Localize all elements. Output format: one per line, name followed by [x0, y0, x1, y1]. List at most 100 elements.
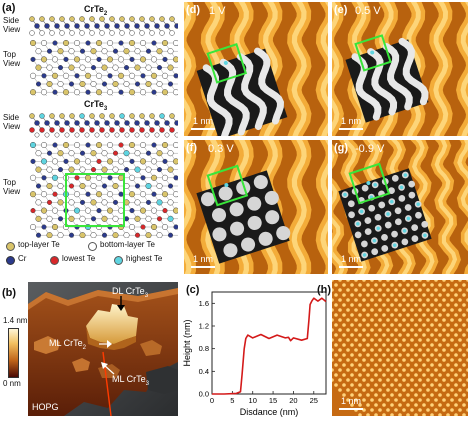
- atom: [101, 150, 108, 157]
- atom: [134, 64, 141, 71]
- stm-lattice-dot: [346, 378, 350, 382]
- atom: [90, 232, 97, 238]
- atom: [109, 16, 115, 22]
- stm-lattice-dot: [422, 413, 426, 416]
- unit-cell-box: [206, 164, 249, 207]
- atom: [73, 191, 81, 198]
- atom: [29, 127, 35, 133]
- stm-lattice-dot: [398, 313, 402, 317]
- stm-lattice-dot: [422, 313, 426, 317]
- atom: [64, 23, 70, 29]
- stm-lattice-dot: [450, 298, 454, 302]
- atom: [46, 80, 53, 88]
- atom: [134, 232, 141, 238]
- stm-lattice-dot: [442, 398, 446, 402]
- crte2-side-view: [29, 16, 178, 36]
- stm-stripe-highlight: [332, 2, 340, 133]
- stm-lattice-dot: [414, 373, 418, 377]
- atom: [54, 132, 60, 138]
- atom: [79, 127, 85, 133]
- atom: [139, 191, 147, 198]
- stm-lattice-dot: [390, 383, 394, 387]
- inset-atom: [374, 213, 382, 221]
- atom: [62, 89, 70, 96]
- atom: [79, 232, 86, 238]
- stm-lattice-dot: [418, 358, 422, 362]
- atom: [40, 89, 48, 96]
- panel-h-scale-label: 1 nm: [341, 396, 362, 406]
- stm-lattice-dot: [386, 338, 390, 342]
- atom: [57, 232, 64, 238]
- panel-a-letter: (a): [2, 2, 16, 14]
- stm-lattice-dot: [366, 383, 370, 387]
- atom: [59, 127, 65, 133]
- stm-lattice-dot: [454, 283, 458, 287]
- arrow-ml-crte3-icon: [101, 362, 115, 375]
- stm-lattice-dot: [438, 383, 442, 387]
- atom: [114, 23, 120, 29]
- stm-lattice-dot: [362, 288, 366, 292]
- atom: [159, 30, 165, 36]
- highest-te-marker: [373, 183, 377, 187]
- stm-lattice-dot: [402, 288, 406, 292]
- stm-lattice-dot: [346, 308, 350, 312]
- stm-lattice-dot: [358, 413, 362, 416]
- atom: [124, 23, 130, 29]
- stm-lattice-dot: [422, 283, 426, 287]
- atom: [79, 199, 86, 205]
- stm-lattice-dot: [394, 318, 398, 322]
- stm-lattice-dot: [410, 348, 414, 352]
- atom: [156, 167, 163, 173]
- stm-lattice-dot: [346, 368, 350, 372]
- stm-lattice-dot: [338, 298, 342, 302]
- stm-stripe-highlight: [184, 140, 192, 274]
- stm-lattice-dot: [458, 288, 462, 292]
- atom: [63, 56, 69, 62]
- atom: [41, 175, 47, 181]
- stm-lattice-dot: [374, 393, 378, 397]
- atom: [52, 191, 58, 197]
- stm-lattice-dot: [402, 318, 406, 322]
- stm-lattice-dot: [374, 413, 378, 416]
- atom: [46, 150, 53, 156]
- stm-lattice-dot: [338, 388, 342, 392]
- atom: [169, 16, 175, 22]
- stm-lattice-dot: [438, 353, 442, 357]
- stm-lattice-dot: [386, 280, 390, 282]
- stm-lattice-dot: [402, 280, 406, 282]
- atom: [35, 215, 42, 222]
- stm-lattice-dot: [394, 280, 398, 282]
- crte2-side-label-2: View: [3, 25, 21, 34]
- stm-lattice-dot: [332, 368, 334, 372]
- stm-lattice-dot: [410, 388, 414, 392]
- highest-te-marker: [359, 209, 364, 214]
- inset-atom: [368, 204, 376, 212]
- inset-wave: [351, 53, 382, 121]
- crte3-title: CrTe3: [84, 99, 107, 112]
- stm-lattice-dot: [398, 333, 402, 337]
- atom: [134, 132, 140, 138]
- atom: [79, 64, 86, 71]
- atom: [79, 48, 86, 54]
- stm-lattice-dot: [430, 333, 434, 337]
- stm-lattice-dot: [454, 373, 458, 377]
- plot-frame: [211, 291, 327, 395]
- stm-lattice-dot: [390, 313, 394, 317]
- atom: [119, 16, 125, 22]
- stm-lattice-dot: [458, 298, 462, 302]
- inset-atom: [381, 245, 389, 252]
- stm-lattice-dot: [350, 343, 354, 347]
- stm-lattice-dot: [426, 358, 430, 362]
- atom: [151, 40, 157, 46]
- atom: [154, 132, 160, 138]
- stm-lattice-dot: [430, 413, 434, 416]
- inset-atom: [236, 180, 251, 195]
- stm-lattice-dot: [466, 338, 468, 342]
- arrow-dl-icon: [117, 296, 125, 311]
- y-axis-label: Height (nm): [182, 319, 192, 366]
- atom: [68, 199, 75, 206]
- atom: [104, 23, 110, 29]
- stm-lattice-dot: [414, 353, 418, 357]
- atom: [174, 120, 178, 126]
- atom: [144, 23, 150, 29]
